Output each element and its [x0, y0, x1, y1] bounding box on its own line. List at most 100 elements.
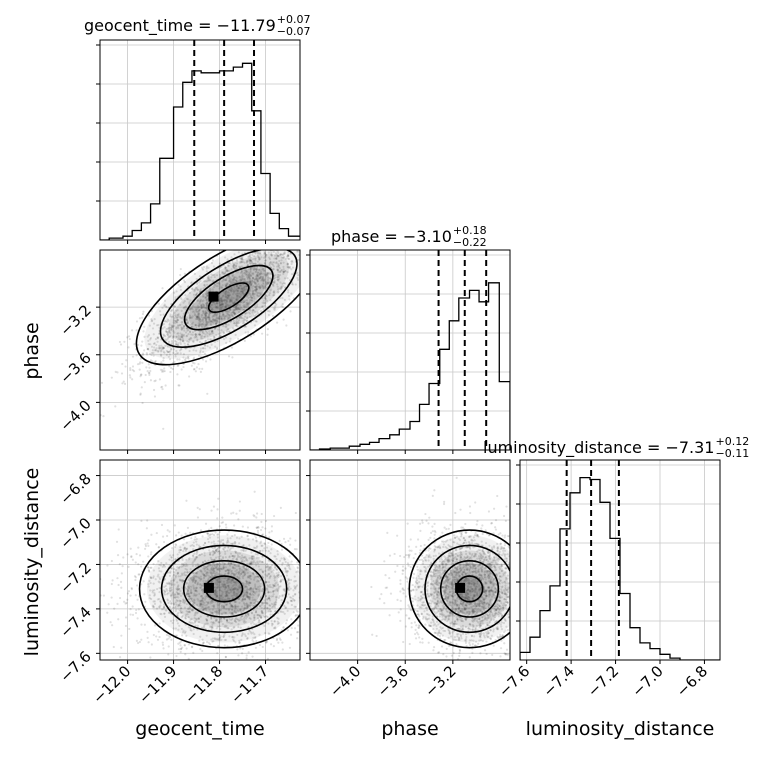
scatter-point — [267, 313, 271, 317]
scatter-point — [232, 288, 235, 291]
scatter-point — [206, 316, 209, 319]
scatter-point — [261, 278, 264, 282]
scatter-point — [215, 306, 218, 309]
scatter-point — [191, 315, 194, 318]
scatter-point — [206, 338, 210, 341]
scatter-point — [200, 306, 203, 310]
scatter-point — [160, 354, 163, 357]
scatter-point — [176, 318, 180, 322]
scatter-point — [199, 333, 202, 337]
scatter-point — [263, 262, 267, 265]
scatter-point — [235, 324, 238, 327]
scatter-point — [237, 337, 240, 340]
scatter-point — [183, 272, 187, 275]
scatter-point — [254, 661, 256, 663]
scatter-point — [251, 253, 254, 257]
scatter-point — [166, 534, 169, 538]
scatter-point — [262, 279, 265, 283]
scatter-point — [275, 321, 279, 324]
scatter-point — [221, 271, 225, 274]
scatter-point — [235, 305, 238, 308]
scatter-point — [235, 322, 238, 325]
scatter-point — [270, 262, 273, 266]
scatter-point — [137, 563, 140, 566]
scatter-point — [152, 351, 155, 354]
scatter-point — [216, 508, 219, 511]
scatter-point — [270, 253, 273, 256]
scatter-point — [146, 335, 149, 338]
scatter-point — [189, 307, 193, 310]
scatter-point — [149, 379, 153, 382]
scatter-point — [200, 314, 203, 317]
scatter-point — [154, 359, 157, 363]
scatter-point — [167, 329, 171, 333]
scatter-point — [307, 227, 309, 229]
scatter-point — [259, 275, 262, 278]
scatter-point — [305, 274, 307, 276]
scatter-point — [270, 530, 273, 533]
scatter-point — [210, 509, 213, 512]
scatter-point — [238, 316, 241, 320]
scatter-point — [356, 212, 358, 214]
scatter-point — [230, 287, 234, 290]
scatter-point — [287, 539, 290, 543]
scatter-point — [206, 294, 209, 297]
scatter-point — [232, 292, 235, 296]
scatter-point — [205, 319, 208, 322]
pair-geocent-time-phase-panel: −4.0−3.6−3.2 — [56, 212, 358, 454]
scatter-point — [215, 282, 218, 285]
scatter-point — [182, 340, 185, 343]
scatter-point — [270, 543, 273, 546]
scatter-point — [124, 624, 128, 628]
scatter-point — [283, 251, 286, 254]
scatter-point — [258, 643, 262, 647]
scatter-point — [274, 307, 277, 310]
scatter-point — [262, 281, 265, 285]
scatter-point — [251, 276, 255, 280]
scatter-point — [126, 598, 129, 601]
scatter-point — [242, 260, 245, 263]
scatter-point — [139, 357, 142, 360]
scatter-point — [241, 287, 244, 290]
scatter-point — [157, 350, 160, 353]
scatter-point — [149, 369, 152, 373]
scatter-point — [278, 267, 281, 270]
scatter-point — [197, 333, 200, 336]
scatter-point — [263, 272, 266, 275]
scatter-point — [194, 286, 197, 289]
scatter-point — [232, 263, 236, 266]
scatter-point — [148, 371, 151, 375]
scatter-point — [165, 638, 169, 641]
scatter-point — [205, 317, 208, 321]
scatter-point — [185, 318, 188, 321]
scatter-point — [198, 313, 201, 316]
scatter-point — [251, 293, 254, 296]
scatter-point — [210, 273, 213, 276]
scatter-point — [241, 647, 244, 650]
scatter-point — [207, 279, 210, 282]
scatter-point — [251, 639, 254, 642]
scatter-point — [234, 289, 237, 292]
scatter-point — [250, 260, 253, 263]
scatter-point — [256, 273, 260, 277]
scatter-point — [206, 309, 209, 312]
scatter-point — [305, 217, 307, 219]
scatter-point — [232, 309, 235, 312]
scatter-point — [233, 266, 236, 270]
scatter-point — [96, 539, 98, 541]
scatter-point — [259, 293, 262, 296]
scatter-point — [179, 644, 182, 647]
scatter-point — [261, 285, 264, 288]
scatter-point — [203, 335, 206, 338]
scatter-point — [207, 275, 210, 278]
scatter-point — [236, 294, 239, 298]
scatter-point — [256, 294, 259, 298]
scatter-point — [234, 293, 238, 296]
scatter-point — [282, 284, 285, 287]
scatter-point — [237, 306, 240, 309]
scatter-point — [241, 258, 244, 261]
scatter-point — [174, 315, 178, 318]
scatter-point — [131, 558, 134, 561]
scatter-point — [255, 305, 259, 308]
scatter-point — [258, 287, 261, 290]
